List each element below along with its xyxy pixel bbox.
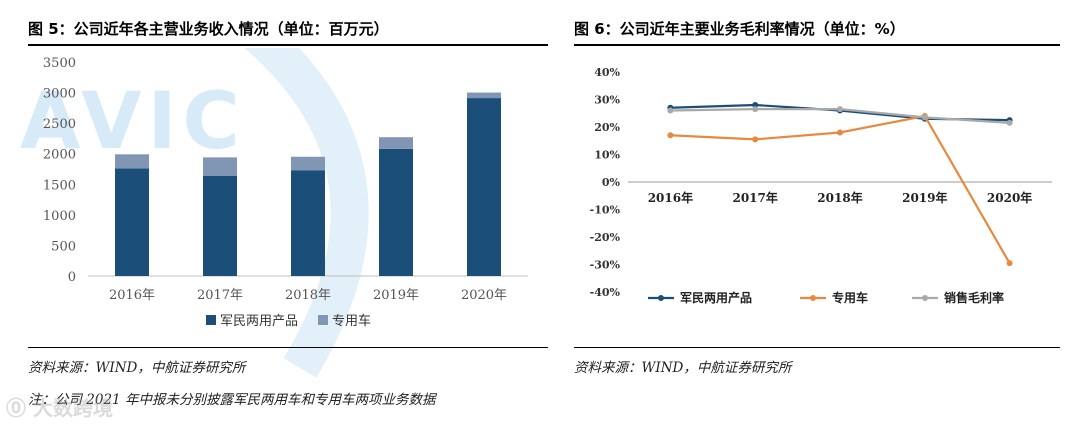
y-tick-label: 0%	[602, 176, 621, 189]
line-special-vehicle-point	[837, 129, 843, 136]
y-tick-label: -20%	[590, 231, 621, 244]
legend-swatch-military-civil	[206, 315, 216, 325]
line-gross-margin-point	[1006, 119, 1013, 126]
bar-military-civil	[203, 175, 237, 276]
y-tick-label: 500	[51, 239, 76, 254]
x-tick-label: 2020年	[461, 288, 507, 303]
y-tick-label: 1000	[43, 209, 76, 224]
y-tick-label: 40%	[594, 66, 620, 79]
left-title-rule	[28, 44, 548, 46]
right-bottom-rule	[574, 347, 1060, 348]
legend-label-military-civil: 军民两用产品	[220, 314, 298, 329]
legend-marker-line-military-civil	[658, 295, 664, 301]
x-tick-label: 2016年	[648, 190, 693, 205]
y-tick-label: 0	[68, 270, 76, 285]
x-tick-label: 2018年	[817, 190, 862, 205]
bar-special-vehicle	[203, 157, 237, 176]
bar-chart: AVIC 0 500 1000 1500 2000 2500 3000 3500 2016年 201…	[20, 48, 528, 378]
line-gross-margin-point	[837, 106, 843, 113]
legend-swatch-special-vehicle	[318, 315, 328, 325]
watermark-text: AVIC	[20, 77, 246, 167]
y-tick-label: -40%	[590, 286, 621, 299]
y-tick-label: -10%	[590, 204, 621, 217]
line-military-civil-point	[752, 102, 759, 108]
y-tick-label: 30%	[594, 94, 620, 107]
line-special-vehicle-point	[752, 136, 759, 143]
bar-military-civil	[115, 168, 149, 276]
line-special-vehicle-point	[667, 132, 674, 139]
legend-label-line-special-vehicle: 专用车	[832, 290, 868, 305]
x-tick-label: 2019年	[902, 190, 947, 205]
y-tick-label: 1500	[43, 178, 76, 193]
bar-military-civil	[467, 98, 501, 277]
y-tick-label: 10%	[594, 149, 620, 162]
bar-special-vehicle	[379, 137, 413, 149]
line-gross-margin-point	[752, 106, 759, 113]
right-source: 资料来源：WIND，中航证券研究所	[574, 360, 792, 376]
left-note: 注：公司 2021 年中报未分别披露军民两用车和专用车两项业务数据	[28, 392, 436, 408]
y-tick-label: 3500	[43, 56, 76, 71]
corner-watermark: ⓪ 大数跨境	[6, 396, 113, 420]
bar-special-vehicle	[467, 92, 501, 99]
x-tick-label: 2019年	[373, 288, 419, 303]
bar-military-civil	[291, 170, 325, 276]
line-chart: 40% 30% 20% 10% 0% -10% -20% -30% -40% 2016年 2017年…	[590, 66, 1052, 305]
right-figure-title: 图 6：公司近年主要业务毛利率情况（单位：%）	[574, 20, 905, 38]
left-bottom-rule	[28, 347, 548, 348]
left-source: 资料来源：WIND，中航证券研究所	[28, 360, 246, 376]
y-tick-label: 2000	[43, 148, 76, 163]
x-tick-label: 2020年	[987, 190, 1032, 205]
bar-special-vehicle	[291, 156, 325, 171]
x-tick-label: 2016年	[109, 288, 155, 303]
line-gross-margin-point	[921, 114, 928, 121]
line-special-vehicle	[670, 114, 1011, 264]
bar-special-vehicle	[115, 154, 149, 169]
legend-label-special-vehicle: 专用车	[332, 313, 371, 329]
line-special-vehicle-point	[1006, 260, 1013, 267]
x-tick-label: 2017年	[732, 190, 777, 205]
x-tick-label: 2017年	[197, 288, 243, 303]
right-figure-panel: 图 6：公司近年主要业务毛利率情况（单位：%） 40% 30% 20% 10% 0% -1…	[572, 0, 1080, 424]
y-tick-label: 20%	[594, 121, 620, 134]
bar-military-civil	[379, 148, 413, 276]
y-tick-label: -30%	[590, 259, 621, 272]
legend-marker-line-special-vehicle	[810, 295, 816, 301]
y-tick-label: 3000	[43, 87, 76, 102]
line-gross-margin-point	[667, 107, 674, 114]
x-tick-label: 2018年	[285, 288, 331, 303]
left-figure-title: 图 5：公司近年各主营业务收入情况（单位：百万元）	[28, 20, 389, 38]
left-figure-panel: 图 5：公司近年各主营业务收入情况（单位：百万元） AVIC 0 500 1000 15…	[20, 20, 548, 408]
right-title-rule	[574, 44, 1060, 46]
y-tick-label: 2500	[43, 117, 76, 132]
legend-label-line-military-civil: 军民两用产品	[680, 290, 752, 305]
legend-label-line-gross-margin: 销售毛利率	[944, 290, 1004, 305]
legend-marker-line-gross-margin	[922, 295, 928, 301]
